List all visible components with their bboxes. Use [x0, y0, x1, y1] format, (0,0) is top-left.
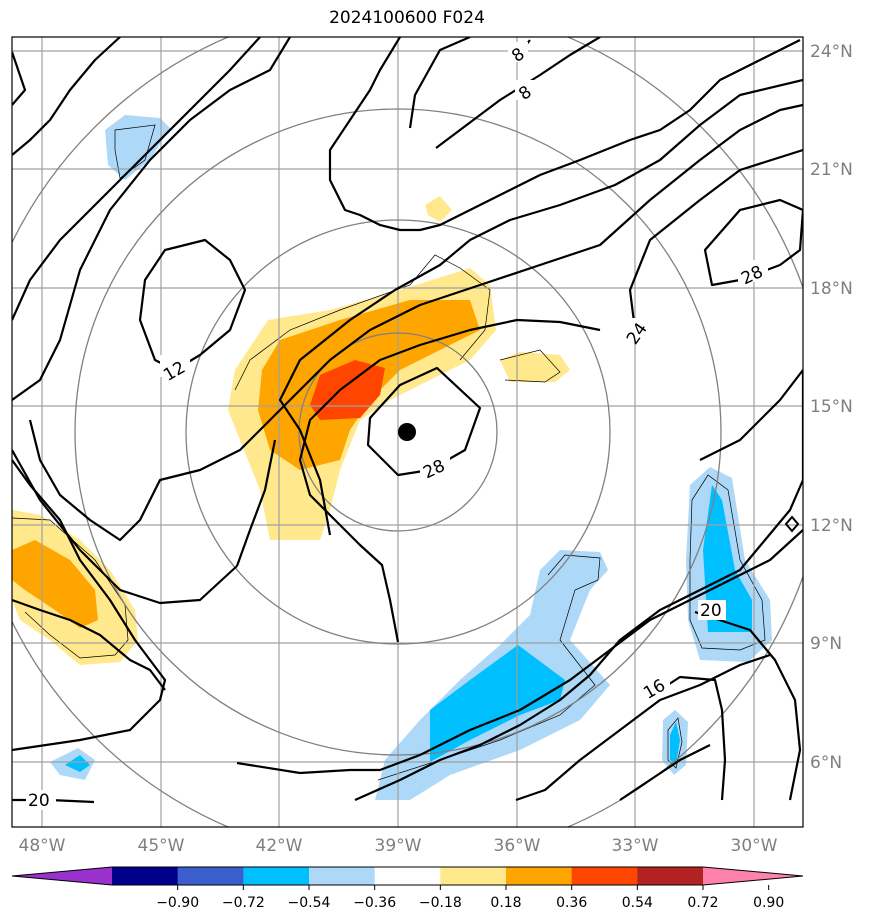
- colorbar-tick-label: 0.90: [753, 895, 784, 911]
- colorbar-tick-label: 0.18: [490, 895, 521, 911]
- map-frame: [11, 36, 804, 828]
- lon-label: 48°W: [19, 836, 66, 856]
- negative-shading: [50, 115, 772, 800]
- colorbar-swatch: [440, 867, 507, 885]
- lon-label: 33°W: [612, 836, 659, 856]
- colorbar-swatch: [637, 867, 704, 885]
- contour-labels: 8 8 12 16 20 20 24 28 28: [26, 42, 768, 811]
- colorbar-tick-label: 0.72: [687, 895, 718, 911]
- small-contour-diamond: [784, 515, 800, 533]
- contour-label: 20: [700, 601, 722, 621]
- lon-label: 30°W: [731, 836, 778, 856]
- colorbar-swatch: [243, 867, 310, 885]
- colorbar-extend-low: [12, 867, 112, 885]
- lon-label: 42°W: [256, 836, 303, 856]
- colorbar-extend-high: [703, 867, 803, 885]
- colorbar: −0.90 −0.72 −0.54 −0.36 −0.18 0.18 0.36 0.54 0.7…: [11, 866, 804, 911]
- longitude-labels: 48°W 45°W 42°W 39°W 36°W 33°W 30°W: [19, 836, 778, 856]
- storm-center-marker: [398, 423, 416, 441]
- colorbar-swatch: [506, 867, 573, 885]
- map-title: 2024100600 F024: [329, 8, 485, 28]
- range-rings: [12, 37, 803, 827]
- colorbar-tick-label: −0.90: [156, 895, 199, 911]
- graticule: [12, 37, 803, 827]
- colorbar-tick-label: 0.54: [622, 895, 653, 911]
- colorbar-tick-label: −0.36: [353, 895, 396, 911]
- colorbar-tick-label: −0.18: [419, 895, 462, 911]
- colorbar-swatch: [571, 867, 638, 885]
- lat-label: 6°N: [810, 753, 842, 773]
- colorbar-tick-label: 0.36: [556, 895, 587, 911]
- contour-label: 20: [28, 791, 50, 811]
- colorbar-swatch: [374, 867, 441, 885]
- colorbar-tick-label: −0.72: [222, 895, 265, 911]
- lat-label: 24°N: [810, 42, 853, 62]
- colorbar-swatch: [112, 867, 179, 885]
- lat-label: 12°N: [810, 516, 853, 536]
- colorbar-swatch: [309, 867, 376, 885]
- latitude-labels: 24°N 21°N 18°N 15°N 12°N 9°N 6°N: [810, 42, 853, 773]
- lat-label: 9°N: [810, 634, 842, 654]
- lat-label: 21°N: [810, 160, 853, 180]
- positive-shading: [12, 196, 570, 665]
- colorbar-swatch: [177, 867, 244, 885]
- colorbar-outline: [11, 866, 804, 886]
- lon-label: 45°W: [138, 836, 185, 856]
- map-plot-area: 8 8 12 16 20 20 24 28 28: [12, 37, 803, 827]
- lat-label: 18°N: [810, 279, 853, 299]
- lon-label: 39°W: [375, 836, 422, 856]
- colorbar-tick-label: −0.54: [288, 895, 331, 911]
- lat-label: 15°N: [810, 397, 853, 417]
- lon-label: 36°W: [494, 836, 541, 856]
